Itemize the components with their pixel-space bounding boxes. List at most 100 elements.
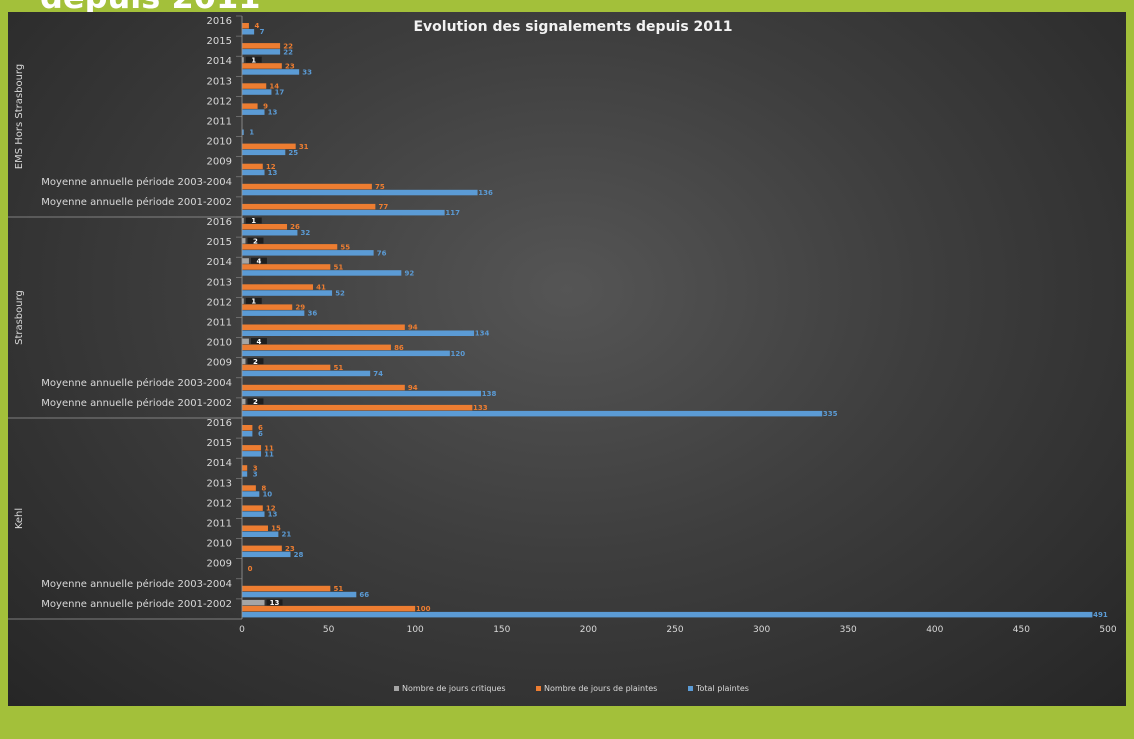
bar-jours	[242, 364, 331, 371]
bar-total	[242, 451, 262, 457]
data-label: 76	[377, 249, 387, 257]
bar-total	[242, 471, 248, 477]
data-label: 4	[254, 22, 259, 30]
category-label: 2015	[207, 237, 232, 248]
data-label: 6	[258, 424, 263, 432]
data-label: 134	[475, 330, 490, 338]
data-label: 1	[251, 217, 256, 225]
data-label: 9	[263, 103, 268, 111]
category-label: 2010	[207, 539, 232, 550]
data-label: 36	[307, 310, 317, 318]
bar-critiques	[242, 358, 246, 365]
x-tick-label: 500	[1099, 625, 1116, 635]
data-label-box	[245, 297, 262, 304]
bar-jours	[242, 224, 288, 230]
bar-jours	[242, 545, 282, 552]
x-tick-label: 400	[926, 625, 943, 635]
data-label-box	[247, 398, 264, 405]
data-label: 2	[253, 398, 258, 406]
data-label: 92	[404, 269, 414, 277]
data-label: 21	[281, 531, 291, 539]
data-label: 7	[260, 28, 265, 36]
group-label: EMS Hors Strasbourg	[14, 64, 25, 169]
bar-total	[242, 250, 374, 256]
bar-jours	[242, 344, 391, 351]
legend-label: Nombre de jours de plaintes	[544, 684, 657, 693]
data-label: 51	[333, 585, 343, 593]
bar-total	[242, 551, 291, 558]
bar-jours	[242, 163, 263, 170]
bar-jours	[242, 425, 253, 431]
category-label: 2013	[207, 76, 232, 87]
data-label: 15	[271, 525, 281, 533]
bar-critiques	[242, 238, 246, 244]
data-label: 138	[482, 390, 497, 398]
data-label: 41	[316, 284, 326, 292]
bar-total	[242, 370, 371, 377]
category-label: Moyenne annuelle période 2001-2002	[41, 397, 232, 409]
category-label: 2012	[207, 96, 232, 107]
legend-label: Nombre de jours critiques	[402, 684, 506, 693]
bar-total	[242, 89, 272, 95]
category-label: 2014	[207, 458, 232, 469]
category-label: 2011	[207, 117, 232, 128]
bar-total	[242, 390, 482, 397]
data-label: 55	[340, 243, 350, 251]
category-label: 2012	[207, 297, 232, 308]
data-label: 2	[253, 358, 258, 366]
category-label: 2011	[207, 519, 232, 530]
bar-total	[242, 209, 445, 216]
data-label: 94	[408, 384, 418, 392]
chart-title: Evolution des signalements depuis 2011	[413, 19, 732, 35]
bar-critiques	[242, 218, 244, 224]
x-tick-label: 250	[666, 625, 683, 635]
bar-jours	[242, 485, 256, 491]
x-tick-label: 150	[493, 625, 510, 635]
bar-critiques	[242, 298, 244, 304]
bar-jours	[242, 605, 416, 612]
data-label: 52	[335, 290, 345, 298]
legend-swatch	[536, 686, 541, 691]
x-tick-label: 100	[407, 625, 424, 635]
category-label: 2009	[207, 358, 232, 369]
category-label: 2015	[207, 36, 232, 47]
data-label: 120	[451, 350, 466, 358]
data-label-box	[245, 217, 262, 224]
data-label-box	[247, 237, 264, 244]
data-label: 12	[266, 163, 276, 171]
data-label: 22	[283, 42, 293, 50]
data-label: 51	[333, 364, 343, 372]
category-label: Moyenne annuelle période 2001-2002	[41, 196, 232, 208]
data-label: 22	[283, 48, 293, 56]
bar-total	[242, 189, 478, 196]
data-label: 13	[270, 599, 280, 607]
data-label: 33	[302, 68, 312, 76]
top-banner: depuis 2011	[0, 0, 1134, 12]
bar-total	[242, 169, 265, 176]
category-label: Moyenne annuelle période 2001-2002	[41, 598, 232, 610]
category-label: 2015	[207, 438, 232, 449]
category-label: Moyenne annuelle période 2003-2004	[41, 176, 232, 188]
bar-total	[242, 330, 475, 336]
data-label-box	[247, 358, 264, 365]
data-label: 31	[299, 143, 309, 151]
bar-jours	[242, 143, 296, 150]
category-label: 2016	[207, 418, 232, 429]
category-label: 2012	[207, 498, 232, 509]
data-label: 66	[359, 591, 369, 599]
data-label: 1	[251, 56, 256, 64]
category-label: 2014	[207, 257, 232, 268]
data-label: 4	[256, 338, 261, 346]
category-label: 2013	[207, 478, 232, 489]
bar-jours	[242, 304, 293, 310]
category-label: 2011	[207, 318, 232, 329]
category-label: Moyenne annuelle période 2003-2004	[41, 377, 232, 389]
bar-jours	[242, 63, 282, 69]
bar-jours	[242, 404, 473, 411]
x-tick-label: 200	[580, 625, 597, 635]
bar-jours	[242, 384, 405, 391]
bar-total	[242, 611, 1093, 618]
data-label: 13	[268, 109, 278, 117]
data-label: 11	[264, 450, 274, 458]
bar-total	[242, 410, 823, 417]
